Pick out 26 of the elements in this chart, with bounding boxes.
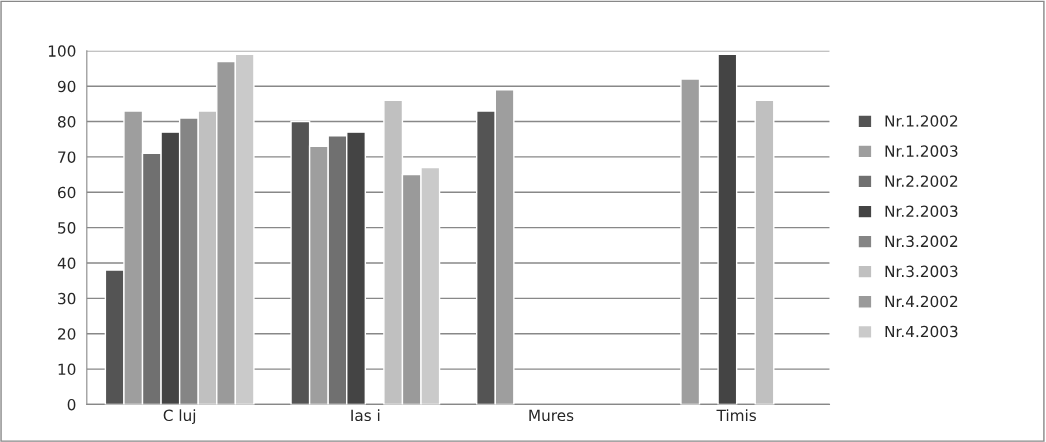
y-tick-label: 50 xyxy=(58,222,76,234)
legend-label: Nr.4.2003 xyxy=(885,325,958,338)
x-tick-label: Mures xyxy=(529,409,574,422)
bar xyxy=(754,99,775,405)
y-tick-label: 30 xyxy=(58,292,76,305)
legend-label: Nr.3.2002 xyxy=(885,235,958,248)
bar xyxy=(717,53,738,405)
legend-label: Nr.2.2002 xyxy=(885,175,958,187)
y-tick-label: 0 xyxy=(67,398,76,411)
legend-label: Nr.1.2002 xyxy=(885,115,958,127)
y-tick-label: 60 xyxy=(58,186,76,199)
legend-label: Nr.1.2003 xyxy=(885,145,958,157)
x-tick-label: Timis xyxy=(716,409,756,422)
y-tick-label: 70 xyxy=(58,151,76,163)
y-tick-label: 100 xyxy=(48,45,76,57)
legend-label: Nr.2.2003 xyxy=(885,205,958,218)
y-tick-label: 80 xyxy=(58,116,76,128)
y-tick-label: 40 xyxy=(57,257,76,270)
y-tick-label: 90 xyxy=(57,80,76,93)
x-tick-label: C luj xyxy=(163,409,196,425)
legend-label: Nr.4.2002 xyxy=(885,295,958,308)
legend-label: Nr.3.2003 xyxy=(885,265,958,278)
y-tick-label: 10 xyxy=(58,363,76,376)
bar xyxy=(680,78,701,405)
y-tick-label: 20 xyxy=(58,328,76,340)
x-tick-label: Ias i xyxy=(351,409,380,422)
